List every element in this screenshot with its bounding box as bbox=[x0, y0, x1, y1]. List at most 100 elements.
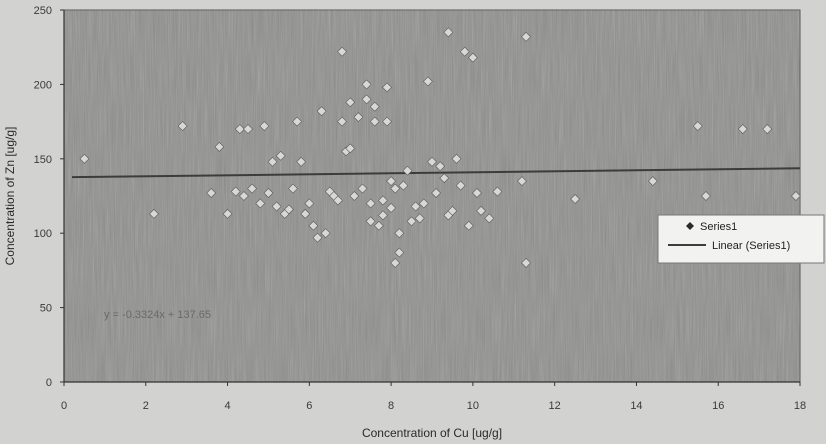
data-point bbox=[255, 198, 266, 209]
data-point bbox=[312, 232, 323, 243]
data-point bbox=[439, 173, 450, 184]
data-point bbox=[570, 194, 581, 204]
data-point bbox=[373, 220, 384, 231]
y-tick-group: 0 50 100 150 200 250 bbox=[34, 5, 64, 389]
data-point bbox=[296, 156, 307, 167]
data-point bbox=[337, 116, 347, 127]
data-point bbox=[369, 116, 380, 127]
data-point bbox=[292, 116, 302, 127]
data-point bbox=[455, 180, 466, 191]
data-point bbox=[418, 198, 429, 209]
x-tick-label: 2 bbox=[143, 400, 149, 412]
y-tick-label: 200 bbox=[34, 79, 52, 91]
y-tick-label: 50 bbox=[40, 303, 52, 315]
data-point bbox=[177, 121, 188, 131]
data-point bbox=[435, 161, 446, 172]
data-point bbox=[427, 156, 437, 167]
y-tick-label: 150 bbox=[34, 154, 52, 166]
data-point bbox=[390, 258, 401, 268]
data-point bbox=[386, 176, 397, 187]
data-point bbox=[333, 195, 343, 206]
legend-label-linear: Linear (Series1) bbox=[712, 240, 790, 252]
data-point bbox=[521, 258, 531, 268]
legend-marker-diamond bbox=[686, 222, 694, 230]
data-point bbox=[304, 198, 315, 209]
data-point bbox=[234, 124, 245, 134]
data-point bbox=[451, 153, 462, 164]
x-tick-group: 0 2 4 6 8 10 12 14 16 18 bbox=[61, 382, 806, 412]
data-point bbox=[414, 213, 425, 224]
data-point bbox=[378, 195, 388, 206]
data-point bbox=[398, 180, 409, 191]
x-tick-label: 6 bbox=[306, 400, 312, 412]
data-point bbox=[386, 202, 397, 213]
x-tick-label: 18 bbox=[794, 400, 806, 412]
y-tick-label: 100 bbox=[34, 228, 52, 240]
data-point bbox=[275, 150, 286, 161]
data-point bbox=[692, 121, 703, 131]
x-tick-label: 4 bbox=[224, 400, 230, 412]
data-point bbox=[361, 79, 372, 90]
data-point bbox=[378, 210, 388, 221]
plot-texture bbox=[64, 10, 800, 382]
data-point bbox=[517, 176, 527, 187]
data-point bbox=[365, 216, 376, 227]
legend: Series1 Linear (Series1) bbox=[657, 214, 825, 264]
x-tick-label: 16 bbox=[712, 400, 724, 412]
data-point bbox=[447, 205, 458, 216]
data-point bbox=[369, 101, 380, 112]
data-point bbox=[467, 52, 478, 63]
data-point bbox=[410, 201, 421, 212]
data-point bbox=[79, 153, 90, 164]
data-point bbox=[345, 97, 356, 108]
data-point bbox=[390, 183, 401, 194]
data-point bbox=[701, 191, 711, 201]
data-point bbox=[382, 82, 392, 93]
data-point bbox=[762, 124, 773, 134]
data-point bbox=[521, 31, 531, 42]
data-point bbox=[288, 183, 298, 194]
data-point bbox=[300, 208, 311, 219]
data-point bbox=[737, 124, 748, 134]
y-tick-label: 250 bbox=[34, 5, 52, 17]
data-point bbox=[406, 216, 417, 227]
data-point bbox=[431, 188, 442, 198]
data-point bbox=[263, 188, 274, 198]
data-point bbox=[345, 143, 356, 154]
data-point bbox=[443, 27, 454, 38]
y-tick-label: 0 bbox=[46, 377, 52, 389]
data-point bbox=[243, 124, 253, 134]
data-point bbox=[230, 186, 241, 197]
data-point bbox=[357, 183, 368, 194]
data-point bbox=[484, 213, 495, 224]
data-point bbox=[283, 204, 294, 215]
equation-label: y = -0.3324x + 137.65 bbox=[104, 309, 211, 321]
data-point bbox=[459, 46, 470, 57]
data-point bbox=[492, 186, 503, 197]
data-point bbox=[463, 220, 474, 231]
data-point bbox=[308, 220, 319, 231]
data-point bbox=[247, 183, 258, 194]
data-point bbox=[647, 176, 658, 187]
x-tick-label: 12 bbox=[549, 400, 561, 412]
data-point bbox=[790, 191, 801, 201]
legend-box bbox=[657, 214, 825, 264]
data-points bbox=[79, 27, 801, 268]
data-point bbox=[472, 188, 482, 198]
data-point bbox=[337, 46, 347, 57]
data-point bbox=[238, 191, 249, 201]
data-point bbox=[382, 116, 392, 127]
x-tick-label: 10 bbox=[467, 400, 479, 412]
trendline bbox=[71, 167, 801, 179]
x-tick-label: 8 bbox=[388, 400, 394, 412]
data-point bbox=[320, 228, 331, 239]
legend-label-series1: Series1 bbox=[700, 221, 737, 233]
y-axis-title: Concentration of Zn [ug/g] bbox=[3, 127, 17, 266]
x-tick-label: 0 bbox=[61, 400, 67, 412]
data-point bbox=[353, 112, 364, 123]
data-point bbox=[365, 198, 376, 209]
data-point bbox=[422, 76, 433, 87]
data-point bbox=[271, 201, 282, 212]
data-point bbox=[394, 228, 405, 239]
